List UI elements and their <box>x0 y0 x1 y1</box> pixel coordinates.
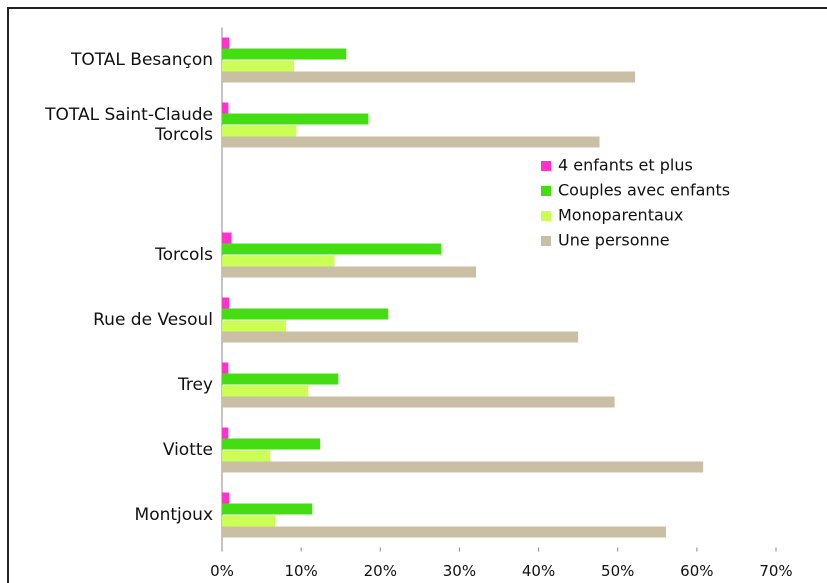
x-tick-label: 0% <box>210 562 234 580</box>
bar <box>222 60 295 72</box>
bar <box>222 373 339 385</box>
legend-label: 4 enfants et plus <box>558 156 693 175</box>
bar <box>222 461 704 473</box>
x-tick-label: 20% <box>364 562 397 580</box>
x-tick-label: 50% <box>601 562 634 580</box>
bar <box>222 515 276 527</box>
legend-swatch <box>541 211 551 221</box>
x-tick-label: 70% <box>759 562 792 580</box>
bar <box>222 297 230 309</box>
category-label: Montjoux <box>134 505 213 525</box>
bar <box>222 438 321 450</box>
bar <box>222 125 297 137</box>
category-label: Viotte <box>162 440 213 460</box>
legend-label: Une personne <box>558 231 670 250</box>
bar <box>222 71 636 83</box>
bar <box>222 503 313 515</box>
x-tick-label: 40% <box>522 562 555 580</box>
bar <box>222 320 287 332</box>
bar <box>222 308 389 320</box>
x-tick-label: 10% <box>284 562 317 580</box>
bar <box>222 492 230 504</box>
legend-swatch <box>541 236 551 246</box>
legend-label: Couples avec enfants <box>558 181 730 200</box>
bar <box>222 362 229 374</box>
category-label: Torcols <box>155 245 213 265</box>
legend-label: Monoparentaux <box>558 206 683 225</box>
bar <box>222 255 335 267</box>
frame <box>7 7 827 583</box>
bar <box>222 266 477 278</box>
bar <box>222 427 229 439</box>
legend-swatch <box>541 186 551 196</box>
legend-swatch <box>541 161 551 171</box>
bar <box>222 526 666 538</box>
bar <box>222 113 369 125</box>
bar <box>222 450 271 462</box>
bar <box>222 331 579 343</box>
bar <box>222 396 615 408</box>
x-tick-label: 60% <box>680 562 713 580</box>
bar <box>222 102 229 114</box>
bar <box>222 37 230 49</box>
category-label: Rue de Vesoul <box>93 310 213 330</box>
bar <box>222 136 600 148</box>
category-label: Trey <box>177 375 213 395</box>
bar <box>222 385 309 397</box>
category-label: TOTAL Saint-Claude Torcols <box>45 105 213 145</box>
bar <box>222 48 347 60</box>
category-label: TOTAL Besançon <box>70 50 213 70</box>
x-tick-label: 30% <box>443 562 476 580</box>
bar <box>222 243 442 255</box>
bar <box>222 232 232 244</box>
